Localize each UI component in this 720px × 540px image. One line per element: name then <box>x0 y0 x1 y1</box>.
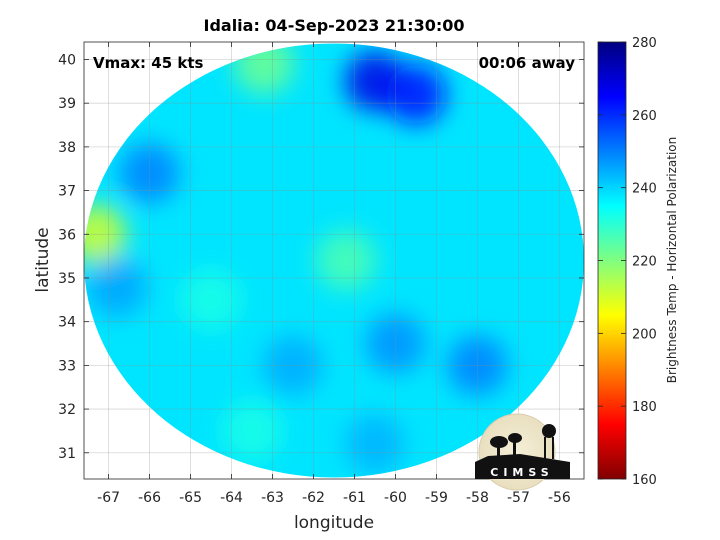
x-tick-label: -57 <box>507 490 530 506</box>
y-tick-label: 34 <box>58 315 76 331</box>
y-tick-label: 40 <box>58 52 76 68</box>
x-axis-label: longitude <box>294 513 374 533</box>
axes-box <box>83 41 585 480</box>
colorbar-tick-label: 220 <box>632 255 657 270</box>
y-tick-label: 31 <box>58 446 76 462</box>
brightness-features <box>84 43 508 475</box>
colorbar-tick-label: 200 <box>632 327 657 342</box>
colorbar: 160 180 200 220 240 260 280 Brightness Temp - … <box>597 36 679 488</box>
y-tick-label: 36 <box>58 227 76 243</box>
y-tick-label: 33 <box>58 358 76 374</box>
cimss-logo: CIMSS <box>475 413 570 491</box>
brightness-feature-0 <box>316 230 377 291</box>
x-tick-label: -67 <box>97 490 120 506</box>
x-tick-label: -58 <box>466 490 489 506</box>
colorbar-tick-label: 160 <box>632 473 657 488</box>
x-tick-label: -56 <box>548 490 571 506</box>
y-tick-label: 38 <box>58 140 76 156</box>
colorbar-tick-label: 280 <box>632 36 657 51</box>
colorbar-tick-label: 180 <box>632 400 657 415</box>
x-tick-label: -62 <box>302 490 325 506</box>
x-tick-label: -61 <box>343 490 366 506</box>
time-away-annotation: 00:06 away <box>479 54 576 72</box>
vmax-annotation: Vmax: 45 kts <box>93 54 203 72</box>
y-tick-label: 37 <box>58 184 76 200</box>
x-tick-label: -60 <box>384 490 407 506</box>
brightness-feature-12 <box>86 256 147 317</box>
x-tick-label: -66 <box>138 490 161 506</box>
x-ticks: -67 -66 -65 -64 -63 -62 -61 -60 -59 -58 -57 -56 <box>97 42 571 506</box>
y-tick-label: 35 <box>58 271 76 287</box>
x-tick-label: -59 <box>425 490 448 506</box>
grid <box>84 42 584 479</box>
brightness-feature-5 <box>119 143 180 204</box>
colorbar-ticks: 160 180 200 220 240 260 280 <box>598 36 657 488</box>
brightness-feature-7 <box>447 335 508 396</box>
x-tick-label: -64 <box>220 490 243 506</box>
colorbar-tick-label: 260 <box>632 109 657 124</box>
x-tick-label: -65 <box>179 490 202 506</box>
brightness-feature-8 <box>263 335 324 396</box>
swath-layer <box>84 43 584 478</box>
colorbar-tick-label: 240 <box>632 182 657 197</box>
y-ticks: 31 32 33 34 35 36 37 38 39 40 <box>58 52 584 462</box>
brightness-feature-9 <box>181 269 242 330</box>
brightness-feature-4 <box>385 64 446 125</box>
colorbar-label: Brightness Temp - Horizontal Polarizatio… <box>665 137 679 384</box>
y-tick-label: 32 <box>58 402 76 418</box>
brightness-feature-6 <box>365 313 426 374</box>
y-tick-label: 39 <box>58 96 76 112</box>
cimss-logo-text: CIMSS <box>490 466 553 479</box>
chart-title: Idalia: 04-Sep-2023 21:30:00 <box>203 16 464 35</box>
brightness-feature-2 <box>84 204 127 265</box>
brightness-feature-10 <box>222 400 283 461</box>
y-axis-label: latitude <box>33 227 53 292</box>
swath <box>84 43 584 478</box>
brightness-feature-11 <box>344 414 405 475</box>
x-tick-label: -63 <box>261 490 284 506</box>
